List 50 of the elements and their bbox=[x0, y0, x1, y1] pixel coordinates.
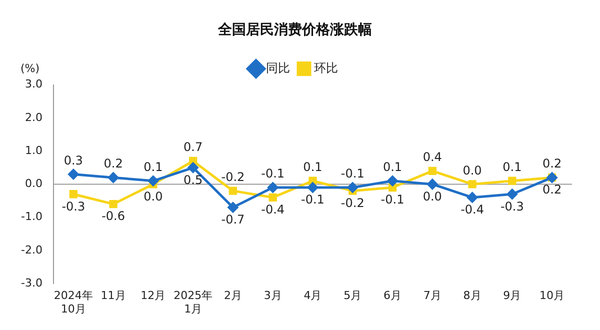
x-tick-label: 8月 bbox=[463, 289, 482, 302]
data-label: -0.6 bbox=[102, 209, 126, 224]
x-tick-label: 3月 bbox=[264, 289, 282, 302]
x-tick-label: 9月 bbox=[503, 289, 522, 302]
data-label: 0.1 bbox=[144, 160, 163, 174]
data-label: 0.1 bbox=[382, 160, 402, 174]
x-tick-label: 4月 bbox=[304, 289, 322, 302]
x-tick-label: 6月 bbox=[384, 289, 402, 302]
y-axis-title: (%) bbox=[20, 62, 40, 76]
data-label: -0.1 bbox=[340, 166, 364, 181]
data-label: 0.5 bbox=[184, 172, 203, 187]
x-tick-label: 7月 bbox=[423, 289, 442, 302]
data-label: 0.0 bbox=[144, 189, 163, 204]
y-tick-label: 0.0 bbox=[24, 177, 42, 190]
data-label: 0.2 bbox=[104, 156, 123, 171]
data-label: -0.1 bbox=[301, 192, 324, 207]
x-tick-label: 2025年 1月 bbox=[174, 289, 213, 316]
data-label: 0.1 bbox=[502, 160, 522, 174]
y-tick-label: -2.0 bbox=[20, 243, 42, 256]
data-label: -0.3 bbox=[500, 199, 524, 214]
data-label: 0.1 bbox=[303, 160, 322, 174]
legend-label: 同比 bbox=[266, 60, 290, 75]
data-label: 0.0 bbox=[462, 163, 482, 178]
legend-label: 环比 bbox=[314, 60, 338, 75]
y-tick-label: -1.0 bbox=[20, 210, 42, 224]
x-tick-label: 11月 bbox=[100, 289, 126, 302]
data-label: 0.4 bbox=[422, 150, 442, 164]
data-label: 0.2 bbox=[542, 182, 562, 197]
x-tick-label: 5月 bbox=[344, 289, 362, 302]
y-tick-label: -3.0 bbox=[20, 276, 42, 290]
data-label: -0.7 bbox=[221, 212, 245, 227]
y-tick-label: 2.0 bbox=[24, 110, 42, 124]
data-label: -0.2 bbox=[340, 196, 364, 210]
data-label: -0.1 bbox=[261, 166, 285, 181]
data-label: -0.2 bbox=[221, 170, 245, 184]
x-tick-label: 12月 bbox=[140, 289, 166, 302]
data-label: -0.4 bbox=[261, 202, 285, 217]
chart-title: 全国居民消费价格涨跌幅 bbox=[217, 22, 372, 38]
data-label: -0.1 bbox=[380, 192, 404, 207]
data-label: 0.0 bbox=[422, 189, 442, 204]
data-label: 0.3 bbox=[64, 153, 83, 168]
data-label: 0.2 bbox=[542, 156, 562, 171]
data-label: -0.3 bbox=[62, 199, 86, 214]
y-tick-label: 1.0 bbox=[24, 144, 42, 157]
data-label: 0.7 bbox=[184, 140, 203, 154]
x-tick-label: 2024年 10月 bbox=[54, 289, 93, 316]
x-tick-label: 10月 bbox=[540, 289, 565, 302]
x-tick-label: 2月 bbox=[224, 289, 242, 302]
data-label: -0.4 bbox=[460, 202, 484, 217]
y-tick-label: 3.0 bbox=[24, 78, 42, 91]
